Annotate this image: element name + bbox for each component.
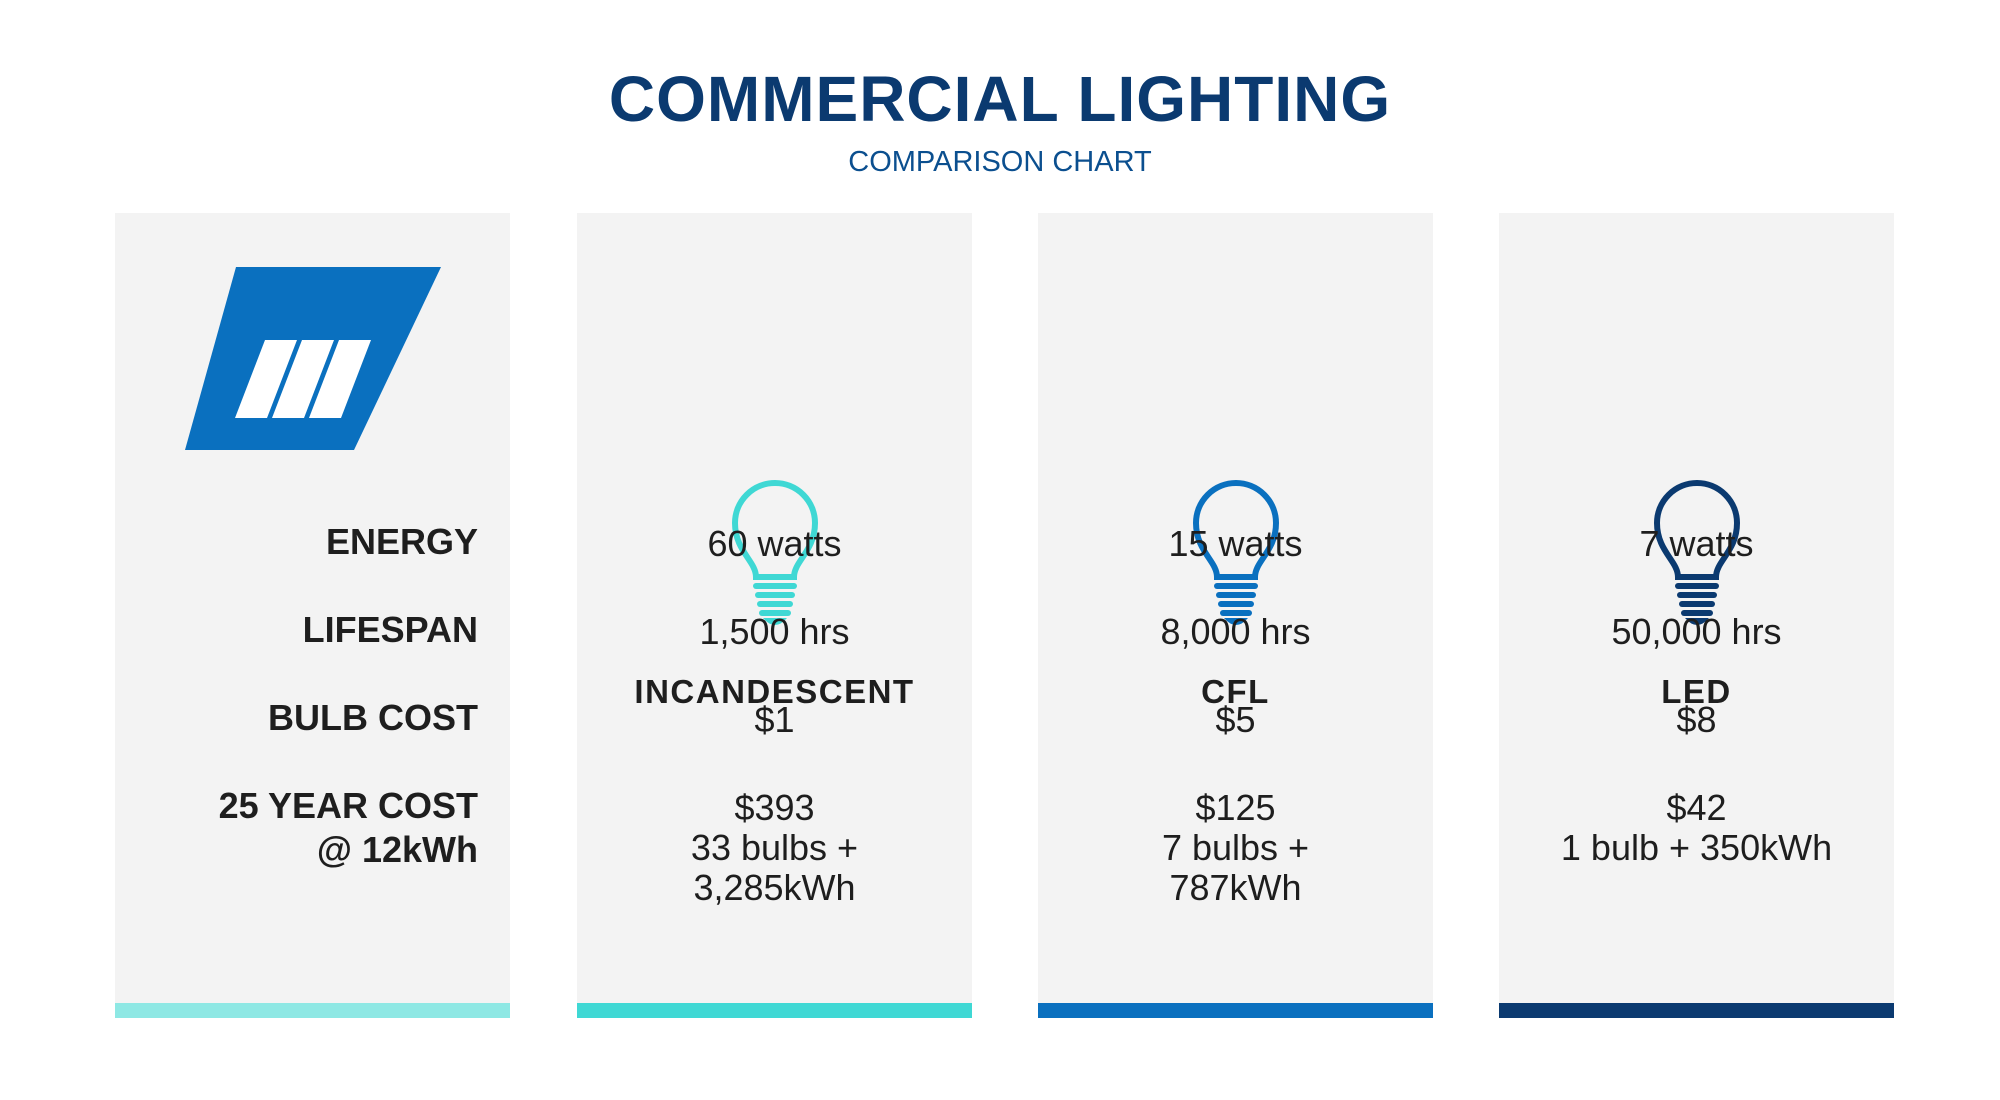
cell: 7 watts xyxy=(1499,524,1894,564)
row-label: BULB COST xyxy=(268,696,478,740)
label-panel: ENERGY LIFESPAN BULB COST 25 YEAR COST @ 12k… xyxy=(115,213,510,1018)
column-name: INCANDESCENT xyxy=(634,673,915,710)
cell: $5 xyxy=(1038,700,1433,740)
bulb-icon xyxy=(731,480,819,625)
cell-line: 1,500 hrs xyxy=(699,611,850,652)
row-label-line: BULB COST xyxy=(268,697,478,738)
accent-bar xyxy=(115,1003,510,1018)
accent-bar xyxy=(577,1003,972,1018)
column-name: CFL xyxy=(1201,673,1270,710)
cell: 60 watts xyxy=(577,524,972,564)
subtitle: COMPARISON CHART xyxy=(848,146,1152,178)
cell-line: 15 watts xyxy=(1168,523,1303,564)
row-label: LIFESPAN xyxy=(303,608,478,652)
column-panel: LED 7 watts 50,000 hrs $8 $42 1 bulb + 350kWh xyxy=(1499,213,1894,1018)
title: COMMERCIAL LIGHTING xyxy=(608,63,1392,135)
cell-line: $5 xyxy=(1215,699,1256,740)
accent-bar xyxy=(1499,1003,1894,1018)
row-label-line: @ 12kWh xyxy=(316,829,478,870)
bulb-icon xyxy=(1192,480,1280,625)
accent-bar xyxy=(1038,1003,1433,1018)
cell: 8,000 hrs xyxy=(1038,612,1433,652)
cell-line: $8 xyxy=(1676,699,1717,740)
column-name: LED xyxy=(1661,673,1732,710)
cell-line: 50,000 hrs xyxy=(1611,611,1782,652)
bulb-icon xyxy=(1653,480,1741,625)
cell: 50,000 hrs xyxy=(1499,612,1894,652)
cell-line: 1 bulb + 350kWh xyxy=(1560,827,1833,868)
cell: $1 xyxy=(577,700,972,740)
row-label-line: LIFESPAN xyxy=(302,609,478,650)
cell-line: 7 watts xyxy=(1639,523,1754,564)
row-label-line: ENERGY xyxy=(325,521,478,562)
cell: $125 7 bulbs +787kWh xyxy=(1038,788,1433,908)
cell-line: 33 bulbs + xyxy=(690,827,859,868)
cell: 1,500 hrs xyxy=(577,612,972,652)
cell-line: 3,285kWh xyxy=(693,867,856,908)
cell: $393 33 bulbs +3,285kWh xyxy=(577,788,972,908)
column-panel: INCANDESCENT 60 watts 1,500 hrs $1 $393 33 bu… xyxy=(577,213,972,1018)
cell-line: 7 bulbs + xyxy=(1161,827,1310,868)
cell: $8 xyxy=(1499,700,1894,740)
cell: $42 1 bulb + 350kWh xyxy=(1499,788,1894,868)
cell: 15 watts xyxy=(1038,524,1433,564)
cell-line: $125 xyxy=(1195,787,1276,828)
cell-line: $393 xyxy=(734,787,815,828)
cell-line: 8,000 hrs xyxy=(1160,611,1311,652)
cell-line: 787kWh xyxy=(1169,867,1302,908)
cell-line: $42 xyxy=(1666,787,1727,828)
logo xyxy=(185,267,441,450)
row-label: ENERGY xyxy=(326,520,478,564)
cell-line: $1 xyxy=(754,699,795,740)
column-panel: CFL 15 watts 8,000 hrs $5 $125 7 bulbs +787kW… xyxy=(1038,213,1433,1018)
row-label-line: 25 YEAR COST xyxy=(218,785,478,826)
row-label: 25 YEAR COST @ 12kWh xyxy=(219,784,478,872)
cell-line: 60 watts xyxy=(707,523,842,564)
